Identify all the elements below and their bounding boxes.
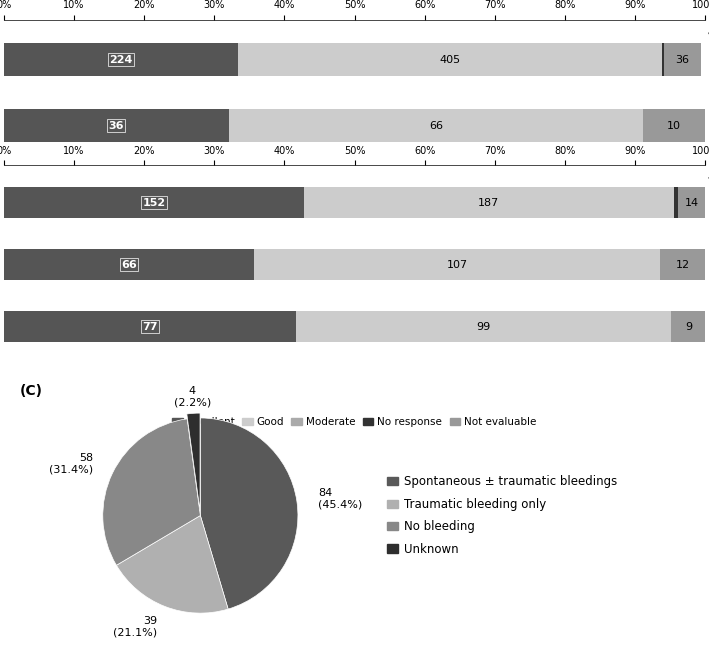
Bar	[643, 110, 705, 142]
Bar	[254, 249, 660, 280]
Text: 36: 36	[108, 121, 124, 131]
Bar	[660, 249, 705, 280]
Bar	[4, 187, 304, 218]
Bar	[674, 187, 678, 218]
Bar	[238, 43, 661, 76]
Legend: Excellent, Good, Moderate, No response, Not evaluable: Excellent, Good, Moderate, No response, …	[168, 211, 541, 230]
Bar	[678, 187, 705, 218]
Wedge shape	[201, 418, 298, 609]
Text: 152: 152	[143, 198, 165, 208]
Text: 84
(45.4%): 84 (45.4%)	[318, 488, 362, 509]
Wedge shape	[186, 413, 200, 510]
Bar	[304, 187, 674, 218]
Text: 187: 187	[479, 198, 500, 208]
Legend: Excellent, Good, Moderate, No response, Not evaluable: Excellent, Good, Moderate, No response, …	[168, 413, 541, 431]
Text: 9: 9	[685, 321, 692, 331]
Text: 39
(21.1%): 39 (21.1%)	[113, 616, 157, 637]
Text: 224: 224	[109, 55, 133, 65]
Text: 14: 14	[685, 198, 698, 208]
Text: 36: 36	[676, 55, 689, 65]
Bar	[4, 249, 254, 280]
Bar	[4, 43, 238, 76]
Text: (C): (C)	[20, 384, 43, 398]
Legend: Spontaneous ± traumatic bleedings, Traumatic bleeding only, No bleeding, Unknown: Spontaneous ± traumatic bleedings, Traum…	[382, 471, 623, 560]
Text: 107: 107	[447, 260, 467, 270]
Bar	[296, 311, 671, 342]
Text: 4
(2.2%): 4 (2.2%)	[174, 386, 211, 407]
Bar	[4, 110, 229, 142]
Text: 405: 405	[439, 55, 460, 65]
Text: 66: 66	[429, 121, 443, 131]
Bar	[661, 43, 664, 76]
Wedge shape	[103, 419, 201, 565]
Wedge shape	[116, 516, 228, 613]
Bar	[229, 110, 643, 142]
Text: 12: 12	[676, 260, 690, 270]
Text: 58
(31.4%): 58 (31.4%)	[49, 453, 93, 474]
Bar	[664, 43, 701, 76]
Text: 99: 99	[476, 321, 491, 331]
Text: 10: 10	[667, 121, 681, 131]
Bar	[4, 311, 296, 342]
Text: 77: 77	[142, 321, 157, 331]
Text: 66: 66	[121, 260, 137, 270]
Bar	[671, 311, 705, 342]
